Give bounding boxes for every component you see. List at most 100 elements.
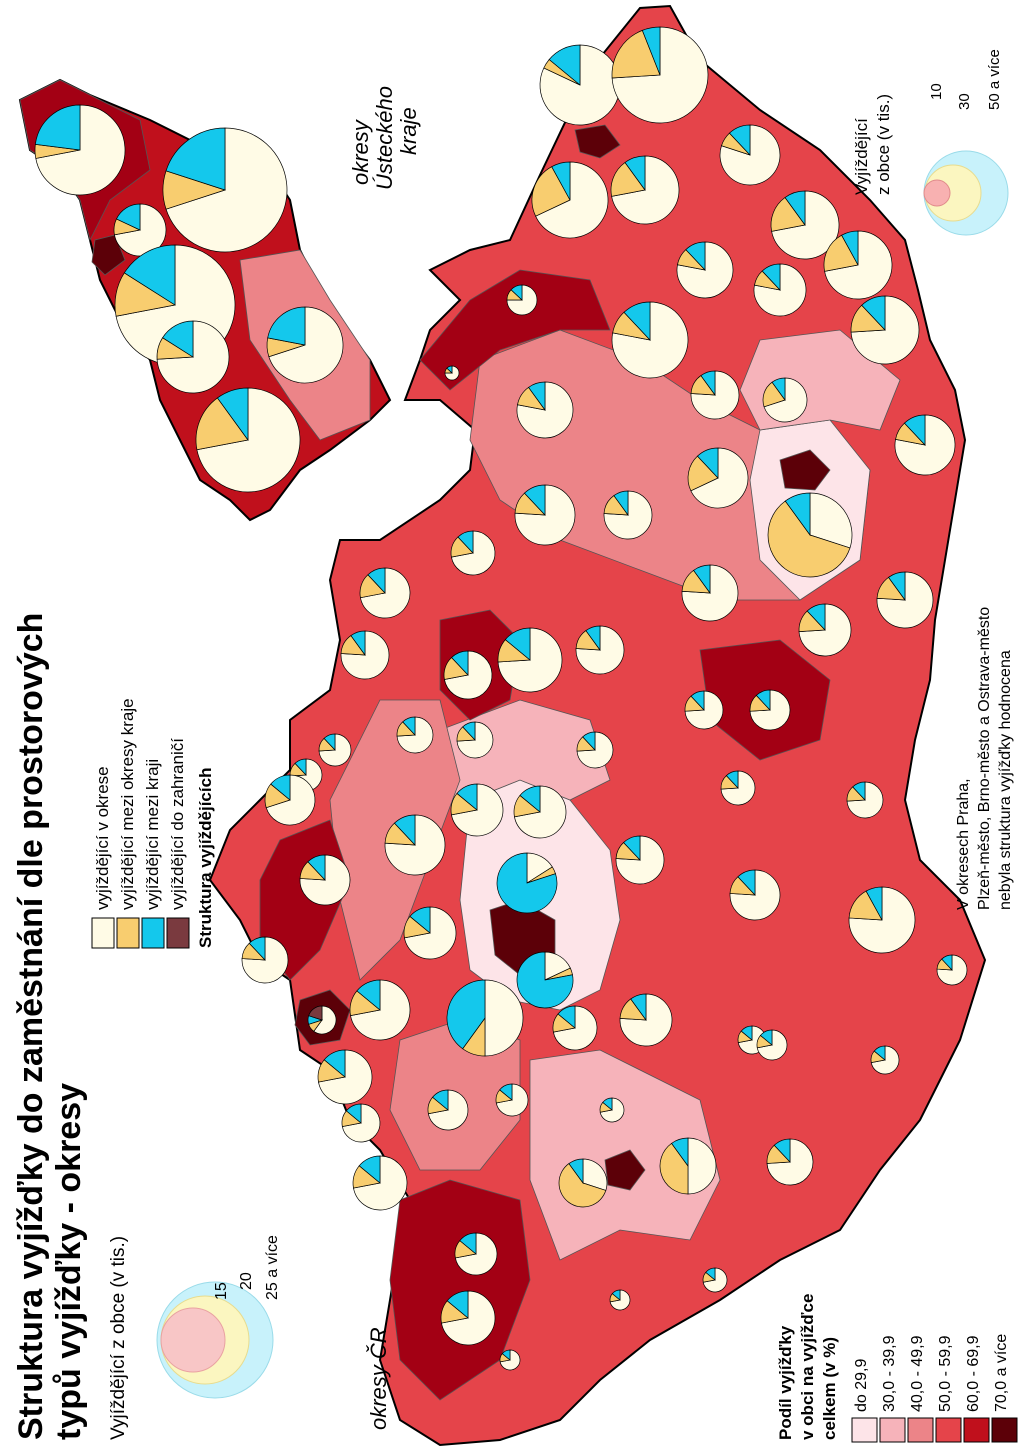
pie-slice bbox=[501, 1349, 511, 1361]
size-legend-ustecky-value-30: 30 bbox=[956, 93, 973, 110]
size-legend-cr-title: Vyjíždějící z obce (v tis.) bbox=[108, 1235, 129, 1440]
pie-chart bbox=[870, 1045, 900, 1075]
pie-chart bbox=[266, 306, 344, 384]
pie-chart bbox=[349, 979, 411, 1041]
pie-slice bbox=[841, 230, 859, 266]
share-legend-item-4: 50,0 - 59,9 bbox=[937, 1335, 954, 1413]
structure-swatch bbox=[91, 917, 115, 949]
pie-slice bbox=[696, 447, 719, 479]
pie-chart bbox=[720, 770, 756, 806]
pie-slice bbox=[504, 627, 531, 661]
pie-slice bbox=[728, 124, 751, 156]
pie-chart bbox=[619, 993, 673, 1047]
pie-slice bbox=[941, 954, 953, 971]
structure-swatch bbox=[166, 917, 190, 949]
pie-slice bbox=[755, 689, 771, 711]
pie-slice bbox=[162, 320, 194, 358]
label-ustecky-3: kraje bbox=[396, 107, 421, 155]
pie-slice bbox=[630, 993, 647, 1022]
note-line-1: V okresech Praha, bbox=[955, 778, 972, 910]
pie-slice bbox=[484, 979, 524, 1057]
pie-chart bbox=[558, 1158, 608, 1208]
pie-slice bbox=[690, 370, 740, 420]
share-legend-item-3: 40,0 - 49,9 bbox=[909, 1335, 926, 1413]
pie-slice bbox=[196, 387, 301, 493]
size-legend-ustecky-title-1: Vyjíždějící bbox=[852, 118, 871, 195]
pie-slice bbox=[725, 770, 739, 789]
pie-slice bbox=[313, 1005, 337, 1035]
pie-slice bbox=[659, 1142, 689, 1195]
pie-chart bbox=[823, 230, 893, 300]
pie-slice bbox=[936, 954, 968, 986]
pie-slice bbox=[602, 1097, 613, 1111]
pie-chart bbox=[440, 1290, 496, 1346]
pie-slice bbox=[35, 104, 126, 196]
pie-slice bbox=[749, 689, 791, 731]
pie-slice bbox=[531, 166, 571, 217]
size-legend-ustecky-circles bbox=[923, 150, 1009, 236]
pie-chart bbox=[539, 44, 621, 126]
pie-slice bbox=[557, 1005, 576, 1029]
pie-slice bbox=[705, 1267, 716, 1281]
size-legend-cr-value-15: 15 bbox=[213, 1282, 230, 1300]
share-legend-title-2: v obci na vyjížďce bbox=[798, 1293, 817, 1440]
pie-slice bbox=[852, 781, 866, 801]
pie-chart bbox=[516, 951, 574, 1009]
pie-chart bbox=[396, 716, 434, 754]
structure-swatch bbox=[141, 917, 165, 949]
pie-slice bbox=[888, 571, 906, 602]
ustecky-black-zone bbox=[91, 234, 126, 276]
structure-legend-item-2: vyjíždějící mezi okresy kraje bbox=[118, 698, 137, 910]
share-swatch bbox=[879, 1417, 906, 1443]
pie-slice bbox=[446, 1290, 469, 1319]
pie-chart bbox=[359, 567, 411, 619]
map-title-line2: typů vyjížďky - okresy bbox=[50, 1082, 88, 1440]
pie-slice bbox=[740, 1025, 753, 1041]
pie-slice bbox=[268, 306, 344, 384]
pie-chart bbox=[611, 26, 709, 124]
pie-slice bbox=[307, 854, 326, 881]
pie-chart bbox=[299, 854, 351, 906]
pie-chart bbox=[756, 1029, 788, 1061]
pie-slice bbox=[759, 1029, 773, 1046]
pie-slice bbox=[585, 625, 601, 652]
pie-chart bbox=[552, 1005, 598, 1051]
zone-black-plzen bbox=[604, 1149, 646, 1191]
pie-chart bbox=[156, 320, 230, 394]
pie-slice bbox=[299, 854, 351, 906]
pie-slice bbox=[784, 492, 811, 537]
pie-chart bbox=[702, 1267, 728, 1293]
pie-chart bbox=[676, 241, 734, 299]
zone-dark-nw bbox=[419, 269, 611, 391]
pie-chart bbox=[264, 774, 316, 826]
label-ustecky-2: Ústeckého bbox=[372, 86, 397, 190]
pie-slice bbox=[367, 567, 386, 594]
pie-slice bbox=[216, 387, 249, 442]
map-title-line1: Struktura vyjížďky do zaměstnání dle pro… bbox=[12, 612, 50, 1440]
pie-slice bbox=[865, 886, 883, 921]
pie-chart bbox=[876, 571, 934, 629]
pie-slice bbox=[568, 1158, 584, 1185]
pie-slice bbox=[729, 869, 781, 921]
pie-slice bbox=[516, 381, 574, 439]
size-legend-ustecky-title-2: z obce (v tis.) bbox=[874, 93, 893, 195]
pie-slice bbox=[684, 690, 724, 730]
note-line-3: nebyla struktura vyjížďky hodnocena bbox=[997, 650, 1014, 910]
pie-slice bbox=[267, 306, 306, 346]
pie-chart bbox=[450, 783, 504, 837]
share-swatch bbox=[935, 1417, 962, 1443]
pie-chart bbox=[318, 733, 352, 767]
pie-slice bbox=[784, 190, 806, 227]
pie-slice bbox=[687, 455, 719, 492]
pie-slice bbox=[248, 936, 266, 961]
pie-chart bbox=[506, 284, 538, 316]
pie-slice bbox=[603, 490, 653, 540]
pie-slice bbox=[809, 492, 853, 549]
pie-slice bbox=[685, 241, 706, 271]
structure-swatch bbox=[116, 917, 140, 949]
pie-slice bbox=[575, 625, 625, 675]
pie-chart bbox=[456, 721, 494, 759]
pie-slice bbox=[270, 774, 291, 801]
zone-black-north bbox=[574, 124, 621, 159]
